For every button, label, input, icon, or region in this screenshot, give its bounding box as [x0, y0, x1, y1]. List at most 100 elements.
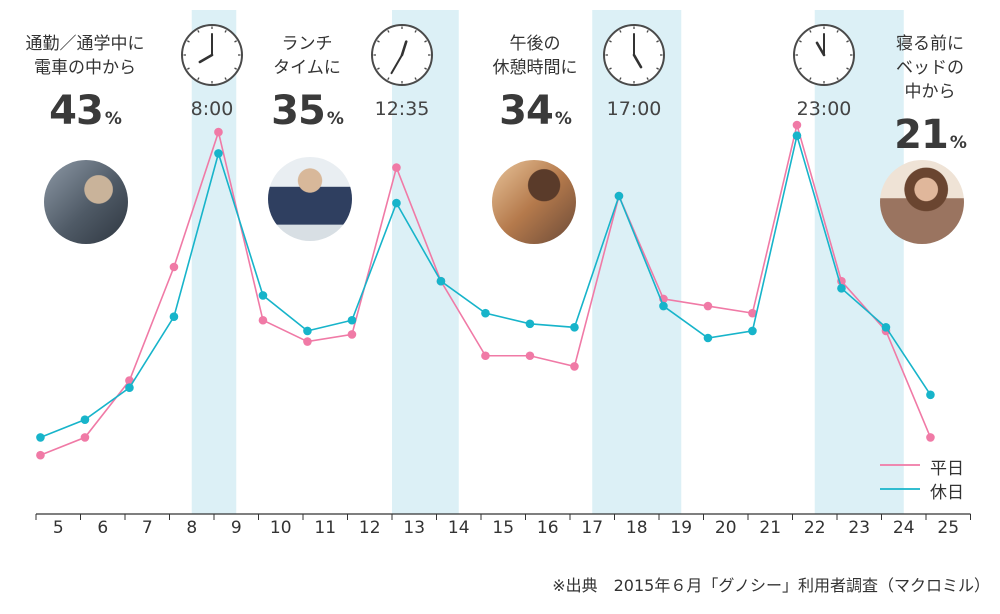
data-point-holiday [125, 383, 134, 393]
callout-lunch: ランチ タイムに [262, 32, 352, 80]
data-point-holiday [436, 276, 446, 286]
data-point-holiday [837, 284, 846, 293]
x-tick-label: 22 [803, 518, 826, 538]
x-tick-label: 9 [230, 518, 242, 538]
data-point-weekday [392, 163, 401, 172]
clock-time-0800: 8:00 [190, 98, 234, 120]
data-point-holiday [792, 131, 802, 140]
data-point-weekday [792, 120, 802, 130]
data-point-holiday [303, 326, 312, 336]
x-tick-label: 16 [536, 518, 559, 538]
x-tick-label: 8 [186, 518, 198, 538]
data-point-weekday [169, 262, 179, 272]
data-point-weekday [258, 315, 268, 325]
data-point-weekday [214, 127, 223, 137]
data-point-weekday [570, 362, 579, 371]
source-note: ※出典 2015年６月「グノシー」利用者調査（マクロミル） [552, 576, 990, 595]
data-point-holiday [347, 315, 357, 325]
x-tick-label: 17 [581, 518, 604, 538]
data-point-holiday [80, 415, 90, 424]
x-tick-label: 20 [714, 518, 737, 538]
highlight-band-4 [814, 10, 904, 514]
percent-value: 43 [49, 88, 104, 134]
series-line-holiday [40, 132, 932, 439]
callout-break-line1: 午後の [509, 34, 561, 54]
data-point-holiday [570, 323, 579, 332]
clock-time-1235: 12:35 [374, 98, 430, 120]
break-photo [492, 160, 576, 244]
callout-bed-line2: ベッドの [896, 58, 964, 78]
callout-commute-line1: 通勤／通学中に [25, 34, 145, 54]
data-point-weekday [36, 450, 45, 460]
data-point-weekday [80, 433, 90, 442]
commuter-photo [44, 160, 128, 244]
data-point-holiday [659, 301, 668, 311]
percent-value: 35 [271, 88, 326, 134]
clock-icon [603, 24, 665, 86]
data-point-holiday [703, 333, 713, 343]
callout-break: 午後の 休憩時間に [480, 32, 590, 80]
data-point-holiday [36, 433, 45, 442]
percent-value: 34 [499, 88, 554, 134]
callout-lunch-percent: 35% [252, 88, 362, 134]
callout-bed-percent: 21% [875, 112, 985, 158]
callout-break-percent: 34% [480, 88, 590, 134]
data-point-weekday [303, 337, 312, 346]
callout-commute: 通勤／通学中に 電車の中から [10, 32, 160, 80]
x-tick-label: 6 [97, 518, 109, 538]
callout-break-line2: 休憩時間に [492, 58, 578, 78]
percent-unit: % [554, 109, 572, 129]
legend-holiday-label: 休日 [930, 483, 964, 503]
callout-commute-percent: 43% [30, 88, 140, 134]
data-point-weekday [748, 308, 757, 318]
data-point-holiday [258, 291, 268, 300]
lunch-photo [268, 157, 352, 241]
highlight-band-2 [392, 10, 459, 514]
percent-unit: % [949, 133, 967, 153]
bed-photo [880, 160, 964, 244]
data-point-holiday [169, 312, 179, 322]
data-point-holiday [481, 308, 490, 318]
x-tick-label: 23 [848, 518, 871, 538]
clock-time-2300: 23:00 [796, 98, 852, 120]
x-tick-label: 15 [492, 518, 515, 538]
x-tick-label: 7 [141, 518, 153, 538]
x-axis [35, 513, 971, 520]
callout-bed-line3: 中から [904, 82, 956, 102]
data-point-weekday [347, 330, 357, 339]
data-point-weekday [926, 433, 935, 442]
callout-lunch-line2: タイムに [273, 58, 341, 78]
callout-bed-line1: 寝る前に [896, 34, 964, 54]
clock-icon [793, 24, 855, 86]
data-point-weekday [481, 351, 490, 361]
percent-value: 21 [894, 112, 949, 158]
x-tick-label: 14 [447, 518, 470, 538]
percent-unit: % [104, 109, 122, 129]
callout-commute-line2: 電車の中から [34, 58, 136, 78]
highlight-bands [191, 10, 904, 514]
data-point-weekday [125, 376, 134, 385]
legend-swatches [880, 464, 920, 490]
clock-icon [371, 24, 433, 86]
data-point-holiday [614, 191, 624, 201]
highlight-band-3 [592, 10, 682, 514]
data-point-holiday [214, 149, 223, 158]
x-tick-label: 25 [937, 518, 960, 538]
clock-time-1700: 17:00 [606, 98, 662, 120]
data-point-holiday [392, 198, 401, 208]
data-point-holiday [881, 323, 891, 332]
x-tick-label: 10 [269, 518, 292, 538]
legend-weekday-label: 平日 [930, 459, 964, 479]
x-tick-label: 18 [625, 518, 648, 538]
x-tick-label: 5 [52, 518, 64, 538]
series-lines [36, 120, 935, 460]
clock-icon [181, 24, 243, 86]
data-point-holiday [926, 390, 935, 400]
x-tick-label: 21 [759, 518, 782, 538]
callout-lunch-line1: ランチ [281, 34, 333, 54]
x-tick-label: 12 [358, 518, 381, 538]
clock-icons [181, 24, 855, 86]
data-point-weekday [525, 351, 535, 361]
series-line-weekday [40, 121, 932, 456]
